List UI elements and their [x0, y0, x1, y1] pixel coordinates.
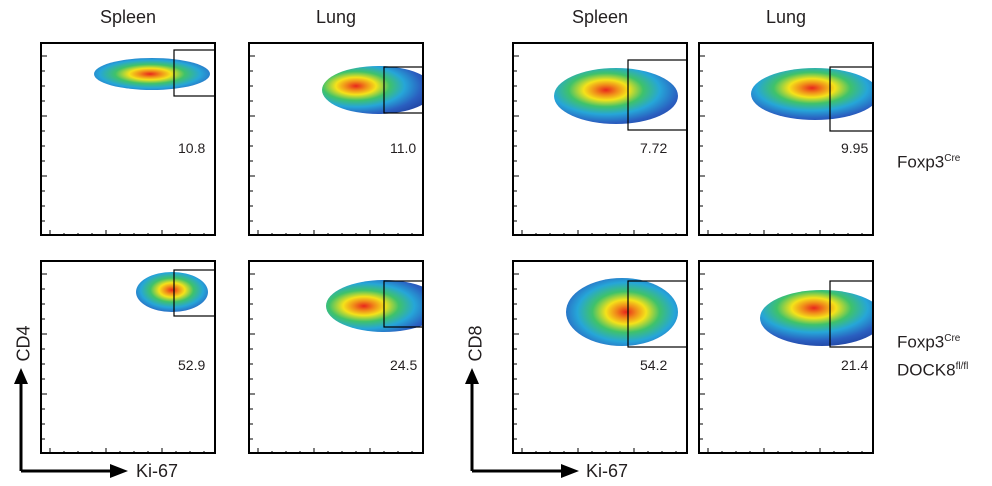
gate-box	[383, 280, 422, 328]
gate-box	[383, 66, 422, 114]
density-blob	[566, 278, 678, 346]
y-axis-label: CD4	[13, 325, 34, 362]
density-blob	[136, 272, 208, 312]
gate-percent-label: 52.9	[178, 357, 206, 373]
plot-panel	[512, 260, 688, 454]
plot-panel	[248, 260, 424, 454]
gate-percent-label: 11.0	[390, 140, 417, 156]
row-label-main: Foxp3	[897, 332, 945, 352]
gate-box	[829, 66, 872, 132]
row-label-sup: Cre	[944, 153, 961, 164]
gate-percent-label: 24.5	[390, 357, 418, 373]
row-label-foxp3cre: Foxp3Cre	[897, 147, 960, 175]
plot-panel	[698, 260, 874, 454]
gate-box	[829, 280, 872, 348]
density-plot	[700, 55, 872, 234]
gate-box	[627, 59, 686, 131]
gate-percent-label: 7.72	[640, 140, 668, 156]
y-axis-label: CD8	[465, 325, 486, 362]
column-label-spleen-cd8: Spleen	[571, 7, 629, 27]
plot-panel	[40, 42, 216, 236]
plot-panel	[698, 42, 874, 236]
axis-arrows-right	[465, 368, 579, 478]
row-label-foxp3cre-dock8: Foxp3Cre DOCK8fl/fl	[897, 327, 968, 382]
density-blob	[760, 290, 872, 346]
x-axis-label: Ki-67	[136, 461, 179, 481]
column-label-lung-cd4: Lung	[315, 7, 357, 27]
gate-percent-label: 10.8	[178, 140, 206, 156]
row-label-main: Foxp3	[897, 152, 945, 172]
gate-percent-label: 21.4	[841, 357, 869, 373]
gate-percent-label: 9.95	[841, 140, 869, 156]
gate-box	[173, 269, 214, 317]
row-label-sup: Cre	[944, 333, 961, 344]
axis-arrows-left	[14, 368, 128, 478]
density-blob	[94, 58, 210, 90]
plot-panel	[512, 42, 688, 236]
gate-box	[173, 49, 214, 97]
density-blob	[554, 68, 678, 124]
density-plot	[514, 273, 686, 452]
density-plot	[250, 55, 422, 234]
column-label-lung-cd8: Lung	[765, 7, 807, 27]
density-plot	[250, 273, 422, 452]
gate-percent-label: 54.2	[640, 357, 668, 373]
density-plot	[700, 273, 872, 452]
density-blob	[326, 280, 422, 332]
gate-box	[627, 280, 686, 348]
density-plot	[514, 55, 686, 234]
density-blob	[322, 66, 422, 114]
density-blob	[751, 68, 872, 120]
plot-panel	[40, 260, 216, 454]
density-plot	[42, 49, 214, 234]
column-label-spleen-cd4: Spleen	[99, 7, 157, 27]
row-label-line2: DOCK8	[897, 360, 956, 380]
x-axis-label: Ki-67	[586, 461, 629, 481]
row-label-line2-sup: fl/fl	[955, 360, 969, 372]
density-plot	[42, 269, 214, 452]
plot-panel	[248, 42, 424, 236]
